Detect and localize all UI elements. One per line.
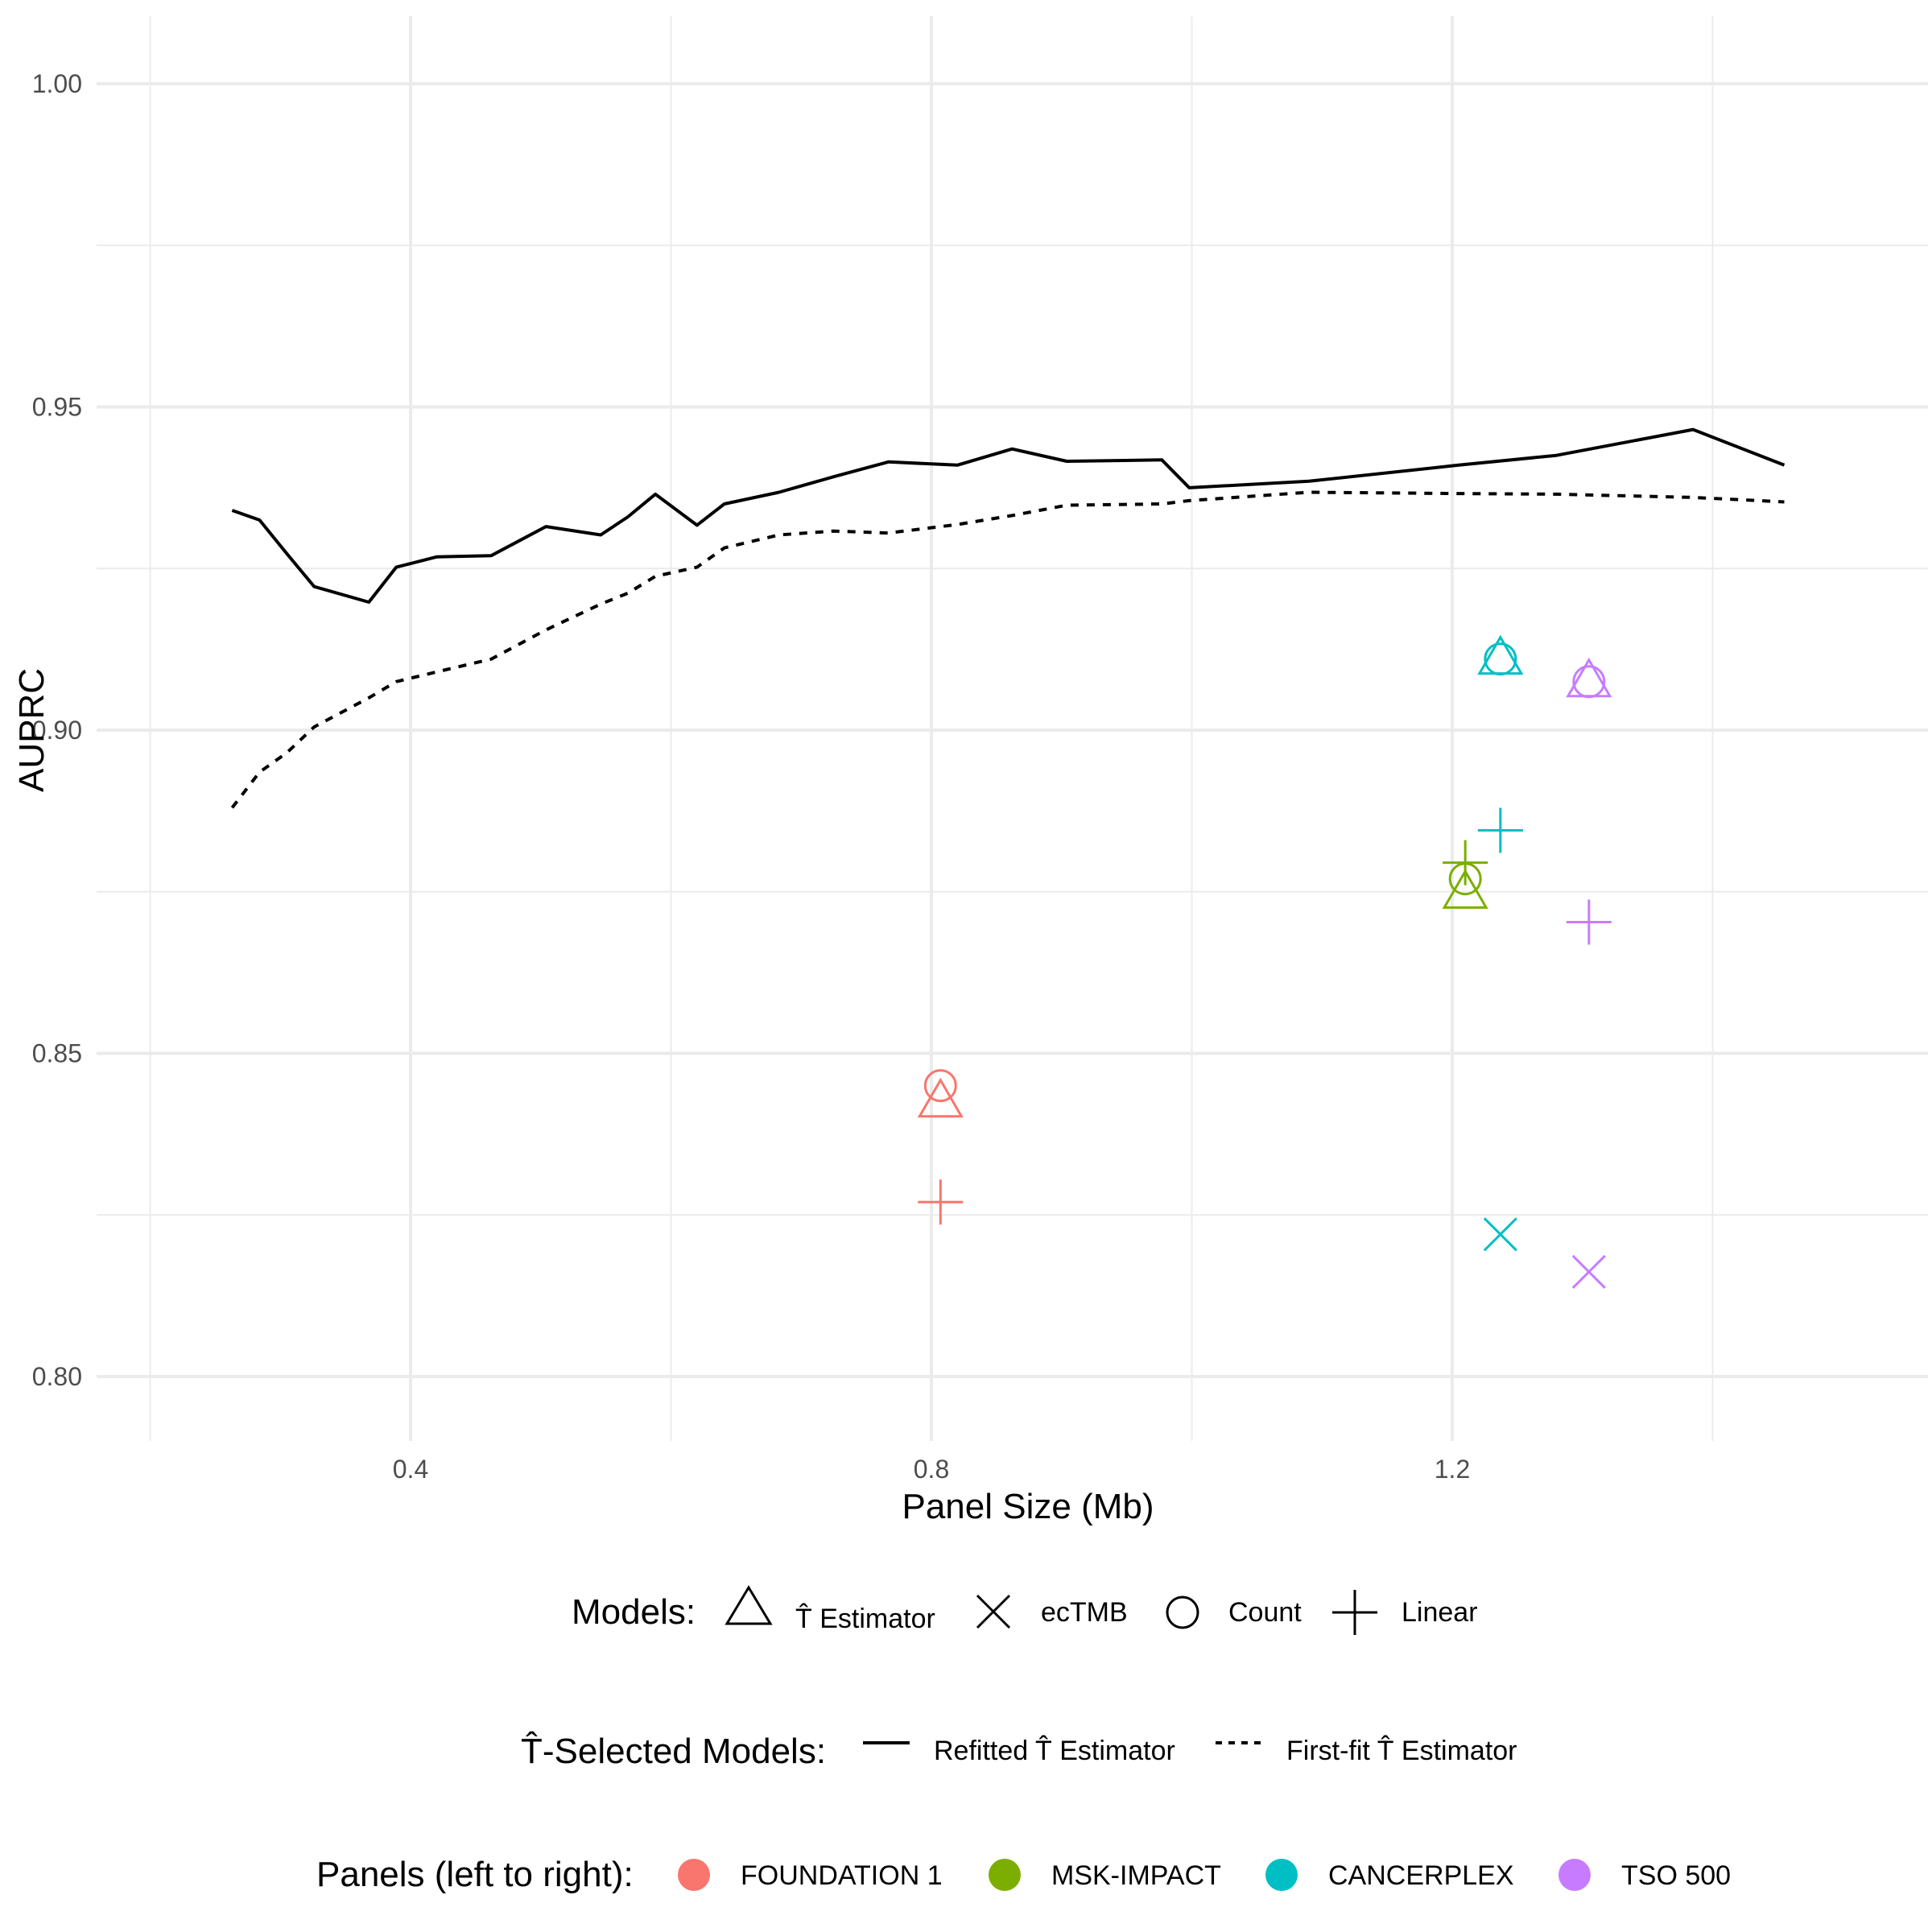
legend-model-label: Linear — [1402, 1597, 1478, 1628]
circle-point — [1572, 665, 1606, 699]
legend-models: Models: T̂ Estimator ecTMB Count Linear — [572, 1585, 1478, 1635]
legend-panel-label: CANCERPLEX — [1328, 1860, 1514, 1891]
circle-point — [1484, 642, 1517, 676]
x-tick-label: 0.8 — [914, 1455, 949, 1484]
y-tick-label: 0.85 — [32, 1039, 82, 1068]
x-axis-title: Panel Size (Mb) — [902, 1487, 1154, 1526]
legend-model-label: T̂ Estimator — [795, 1603, 935, 1634]
legend-plus-icon — [1332, 1590, 1377, 1635]
plus-point — [1443, 840, 1488, 886]
legend-panel-label: FOUNDATION 1 — [741, 1860, 943, 1891]
y-axis-ticks: 0.80 0.85 0.90 0.95 1.00 — [32, 69, 82, 1391]
data-points — [917, 634, 1612, 1289]
y-tick-label: 0.95 — [32, 393, 82, 422]
first-fit-estimator-line — [230, 490, 1785, 809]
y-tick-label: 0.90 — [32, 716, 82, 745]
y-tick-label: 1.00 — [32, 69, 82, 98]
series-lines — [230, 427, 1785, 809]
legend-selected-models: T̂-Selected Models: Refitted T̂ Estimato… — [521, 1731, 1517, 1771]
legend-model-label: ecTMB — [1041, 1597, 1128, 1628]
legend-model-label: Count — [1228, 1597, 1302, 1628]
legend-triangle-icon — [724, 1585, 773, 1625]
legend-selected-title: T̂-Selected Models: — [521, 1731, 826, 1771]
legend-circle-icon — [1166, 1596, 1199, 1629]
legend-selected-label: First-fit T̂ Estimator — [1286, 1735, 1517, 1766]
refitted-estimator-line — [231, 427, 1785, 604]
legend-cross-icon — [976, 1594, 1011, 1629]
y-tick-label: 0.80 — [32, 1362, 82, 1391]
grid — [97, 16, 1928, 1441]
y-axis-title: AUPRC — [12, 668, 52, 792]
plus-point — [1477, 807, 1523, 853]
plus-point — [918, 1179, 964, 1225]
x-axis-ticks: 0.4 0.8 1.2 — [393, 1455, 1470, 1484]
plus-point — [1566, 899, 1612, 945]
legend-panels-title: Panels (left to right): — [316, 1855, 634, 1894]
legend-panels: Panels (left to right): FOUNDATION 1 MSK… — [316, 1855, 1731, 1894]
legend-dot-icon — [678, 1859, 710, 1891]
legend-dot-icon — [1265, 1859, 1298, 1891]
legend-dot-icon — [989, 1859, 1021, 1891]
legend-panel-label: TSO 500 — [1621, 1860, 1731, 1891]
legend-dot-icon — [1558, 1859, 1591, 1891]
legend-panel-label: MSK-IMPACT — [1051, 1860, 1221, 1891]
x-tick-label: 0.4 — [393, 1455, 428, 1484]
x-tick-label: 1.2 — [1435, 1455, 1470, 1484]
legend-selected-label: Refitted T̂ Estimator — [934, 1735, 1175, 1766]
cross-point — [1483, 1217, 1517, 1252]
circle-point — [923, 1069, 957, 1103]
cross-point — [1571, 1254, 1606, 1289]
legend-models-title: Models: — [572, 1592, 696, 1632]
